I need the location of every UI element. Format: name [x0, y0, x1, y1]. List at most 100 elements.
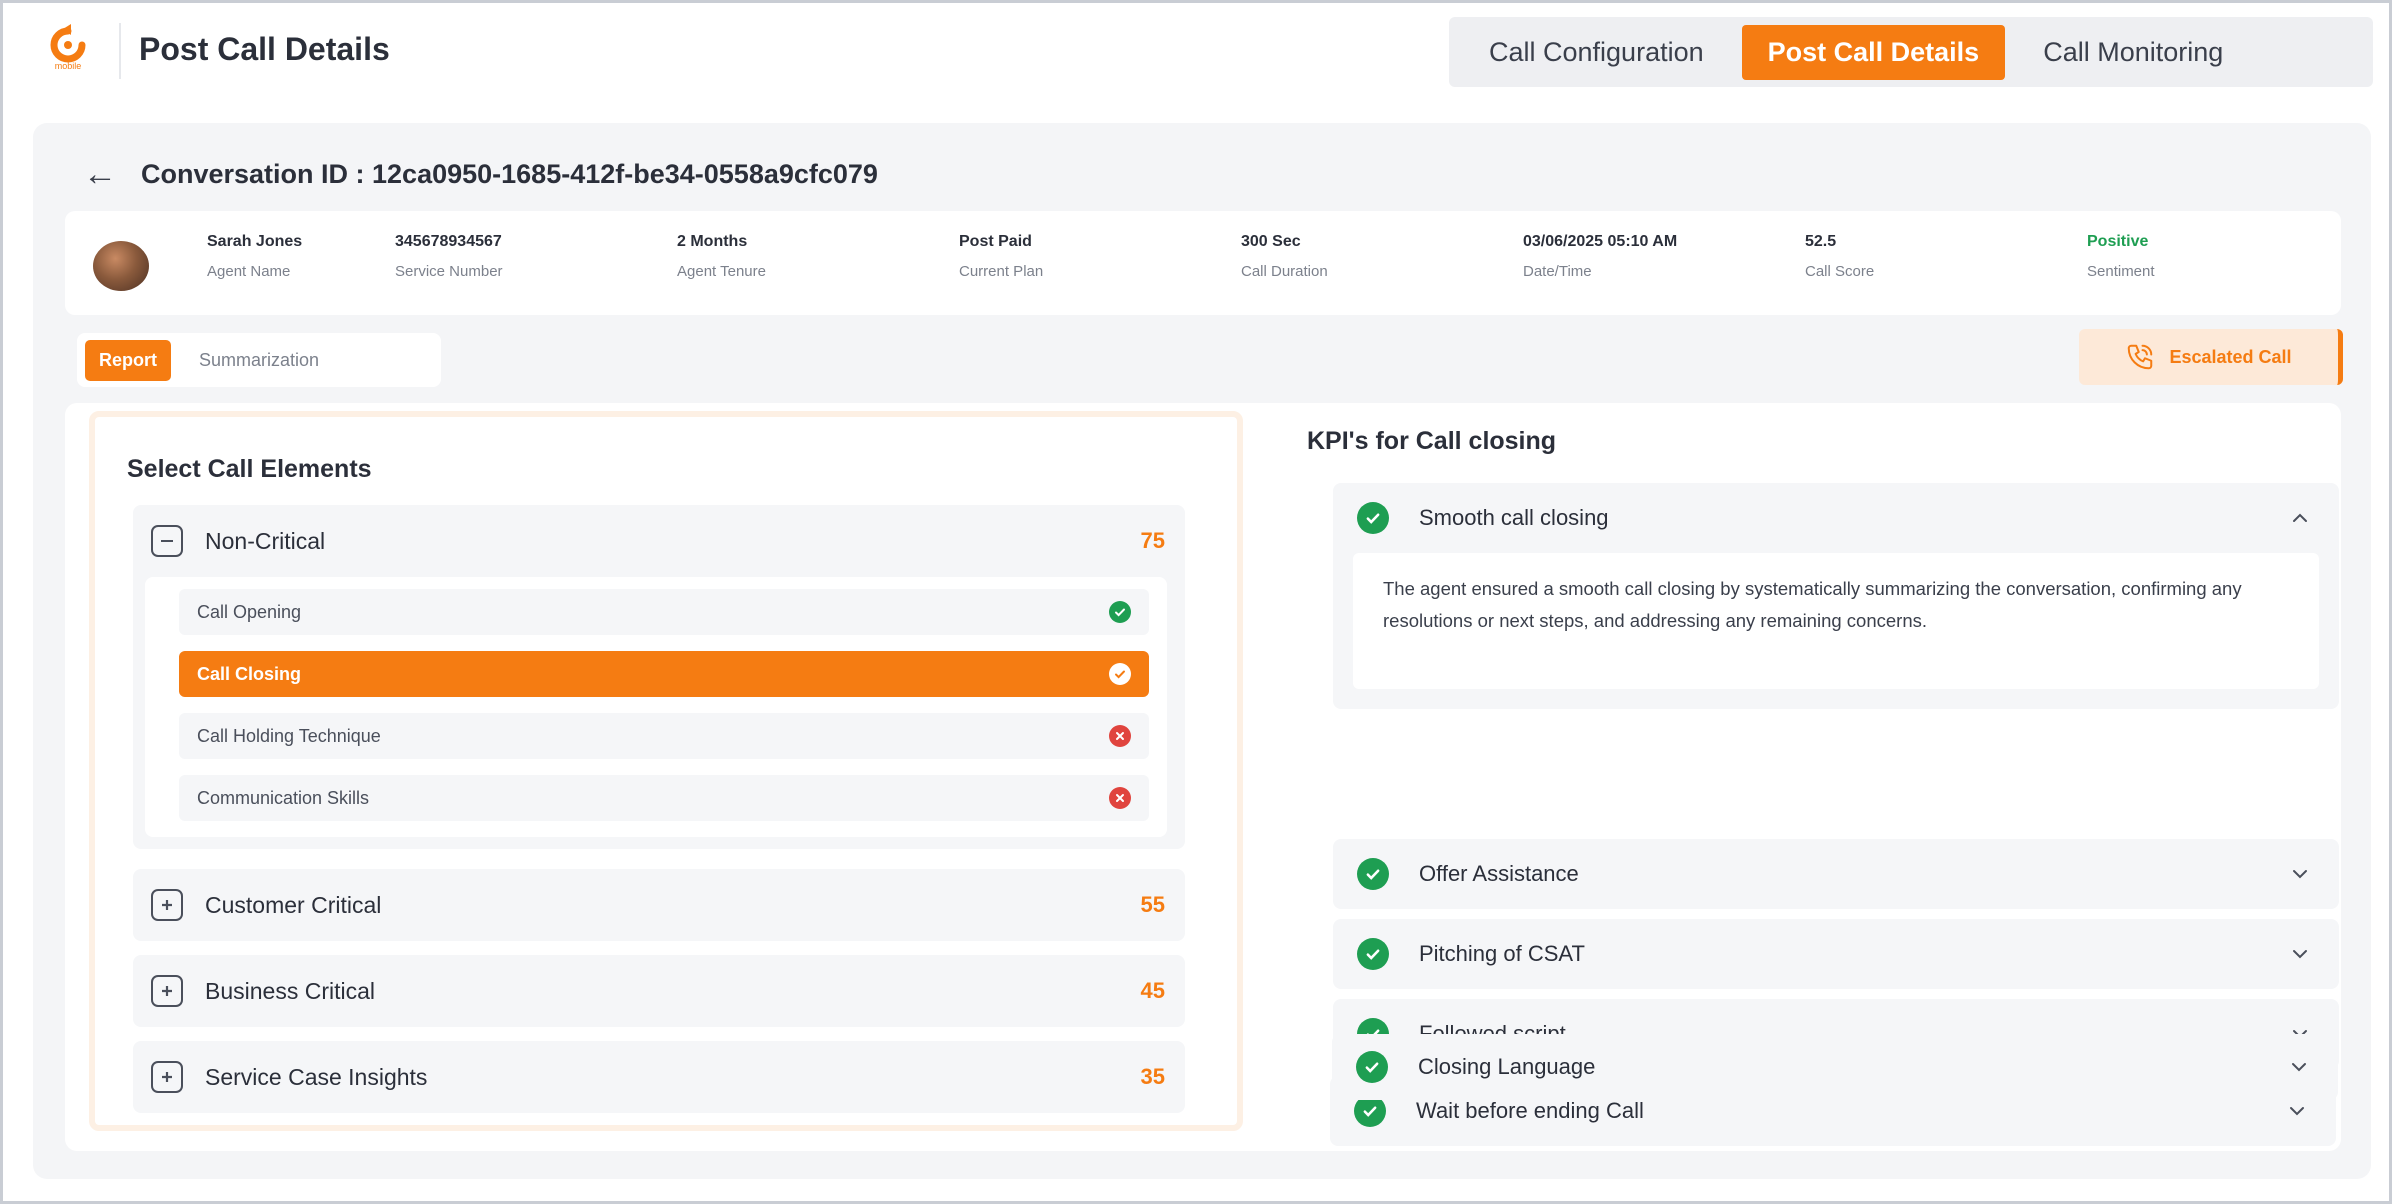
info-value: 345678934567 [395, 233, 502, 250]
main-panel: ← Conversation ID : 12ca0950-1685-412f-b… [33, 123, 2371, 1179]
back-arrow-icon[interactable]: ← [83, 155, 117, 193]
group-non-critical: Non-Critical 75 Call Opening Call Closin… [133, 505, 1185, 849]
kpi-header[interactable]: Pitching of CSAT [1333, 919, 2339, 989]
chevron-down-icon[interactable] [2289, 943, 2311, 965]
group-header[interactable]: Non-Critical 75 [151, 505, 1165, 577]
expand-icon [151, 889, 183, 921]
check-icon [1357, 858, 1389, 890]
logo-text: mobile [54, 61, 82, 71]
list-item-label: Call Opening [197, 601, 302, 622]
sub-element-list: Call Opening Call Closing [145, 577, 1167, 837]
call-info-card: Sarah Jones Agent Name 345678934567 Serv… [65, 211, 2341, 315]
escalated-call-button[interactable]: Escalated Call [2079, 329, 2343, 385]
tab-post-call-details[interactable]: Post Call Details [1741, 24, 2006, 80]
kpi-header[interactable]: Offer Assistance [1333, 839, 2339, 909]
group-count: 55 [1140, 892, 1165, 917]
phone-call-icon [2128, 344, 2153, 370]
group-business-critical: Business Critical 45 [133, 955, 1185, 1027]
info-label: Date/Time [1523, 263, 1592, 280]
tab-call-configuration[interactable]: Call Configuration [1489, 36, 1704, 67]
header-divider [119, 23, 121, 79]
info-label: Agent Tenure [677, 263, 766, 280]
kpi-smooth-call-closing: Smooth call closing The agent ensured a … [1333, 483, 2339, 709]
report-tabs: Report Summarization [77, 333, 441, 387]
group-header[interactable]: Customer Critical 55 [151, 869, 1165, 941]
info-sentiment: Positive Sentiment [2087, 233, 2155, 280]
info-call-score: 52.5 Call Score [1805, 233, 1874, 280]
group-service-case-insights: Service Case Insights 35 [133, 1041, 1185, 1113]
info-label: Sentiment [2087, 263, 2155, 280]
kpi-header[interactable]: Closing Language [1332, 1034, 2338, 1100]
tab-call-monitoring[interactable]: Call Monitoring [2043, 36, 2224, 67]
tab-summarization[interactable]: Summarization [199, 349, 320, 370]
info-value: 03/06/2025 05:10 AM [1523, 233, 1678, 250]
check-icon [1109, 663, 1131, 685]
kpi-header[interactable]: Smooth call closing [1333, 483, 2339, 553]
list-item-communication-skills[interactable]: Communication Skills [179, 775, 1149, 821]
kpi-title: KPI's for Call closing [1307, 427, 1557, 455]
group-count: 75 [1140, 528, 1165, 553]
kpi-offer-assistance: Offer Assistance [1333, 839, 2339, 909]
kpi-label: Offer Assistance [1419, 861, 1579, 886]
chevron-down-icon[interactable] [2286, 1100, 2308, 1122]
chevron-up-icon[interactable] [2289, 507, 2311, 529]
avatar [93, 241, 149, 291]
info-current-plan: Post Paid Current Plan [959, 233, 1043, 280]
list-item-label: Call Closing [197, 663, 302, 684]
list-item-call-closing[interactable]: Call Closing [179, 651, 1149, 697]
kpi-pitching-of-csat: Pitching of CSAT [1333, 919, 2339, 989]
list-item-call-opening[interactable]: Call Opening [179, 589, 1149, 635]
group-label: Customer Critical [205, 891, 382, 918]
group-customer-critical: Customer Critical 55 [133, 869, 1185, 941]
group-header[interactable]: Service Case Insights 35 [151, 1041, 1165, 1113]
conversation-id: Conversation ID : 12ca0950-1685-412f-be3… [141, 159, 878, 189]
info-value: 300 Sec [1241, 233, 1301, 250]
kpi-description: The agent ensured a smooth call closing … [1353, 553, 2319, 689]
group-count: 35 [1140, 1064, 1165, 1089]
check-icon [1357, 938, 1389, 970]
info-agent-name: Sarah Jones Agent Name [207, 233, 302, 280]
collapse-icon [151, 525, 183, 557]
kpi-label: Wait before ending Call [1416, 1098, 1644, 1123]
sentiment-value: Positive [2087, 233, 2149, 250]
group-count: 45 [1140, 978, 1165, 1003]
info-value: Post Paid [959, 233, 1032, 250]
group-header[interactable]: Business Critical 45 [151, 955, 1165, 1027]
escalated-call-label: Escalated Call [2169, 346, 2292, 367]
expand-icon [151, 1061, 183, 1093]
group-label: Non-Critical [205, 527, 326, 554]
check-icon [1354, 1095, 1386, 1127]
info-service-number: 345678934567 Service Number [395, 233, 503, 280]
info-label: Call Score [1805, 263, 1875, 280]
kpi-label: Smooth call closing [1419, 505, 1609, 530]
info-date-time: 03/06/2025 05:10 AM Date/Time [1523, 233, 1677, 280]
chevron-down-icon[interactable] [2288, 1056, 2310, 1078]
header: mobile Post Call Details Call Configurat… [3, 3, 2389, 111]
list-item-call-holding-technique[interactable]: Call Holding Technique [179, 713, 1149, 759]
conversation-header: ← Conversation ID : 12ca0950-1685-412f-b… [83, 155, 878, 194]
cross-icon [1109, 787, 1131, 809]
content-card: Select Call Elements Non-Critical 75 Cal… [65, 403, 2341, 1151]
group-label: Service Case Insights [205, 1063, 428, 1090]
info-value: Sarah Jones [207, 233, 303, 250]
check-icon [1356, 1051, 1388, 1083]
check-icon [1109, 601, 1131, 623]
info-agent-tenure: 2 Months Agent Tenure [677, 233, 766, 280]
top-nav-tabs: Call Configuration Post Call Details Cal… [1449, 17, 2373, 87]
page-title: Post Call Details [139, 31, 390, 67]
kpi-label: Closing Language [1418, 1054, 1596, 1079]
info-value: 52.5 [1805, 233, 1837, 250]
list-item-label: Communication Skills [197, 787, 370, 808]
info-value: 2 Months [677, 233, 748, 250]
kpi-header[interactable]: Wait before ending Call [1330, 1076, 2336, 1146]
info-label: Current Plan [959, 263, 1044, 280]
chevron-down-icon[interactable] [2289, 863, 2311, 885]
cross-icon [1109, 725, 1131, 747]
info-call-duration: 300 Sec Call Duration [1241, 233, 1328, 280]
expand-icon [151, 975, 183, 1007]
list-item-label: Call Holding Technique [197, 725, 381, 746]
info-label: Call Duration [1241, 263, 1328, 280]
info-label: Service Number [395, 263, 503, 280]
tab-report[interactable]: Report [85, 339, 171, 381]
